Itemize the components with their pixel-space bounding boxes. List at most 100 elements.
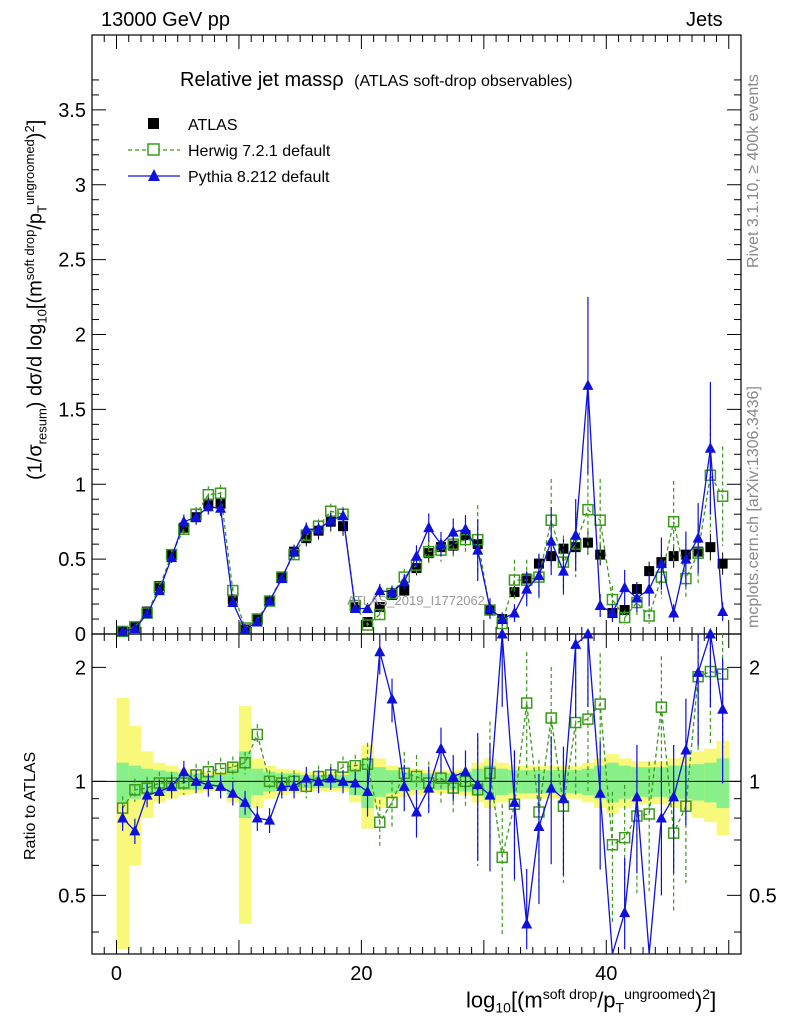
pythia-point-top xyxy=(288,545,300,557)
pythia-point-top xyxy=(411,550,422,561)
axis-ticks: 00.511.522.533.50.5 0.51 12 20 20 40 xyxy=(58,35,777,985)
header-right: Jets xyxy=(686,9,723,31)
herwig-point-ratio xyxy=(239,756,251,769)
band-inner-bin xyxy=(373,767,387,797)
pythia-point-ratio xyxy=(325,772,337,783)
herwig-point-ratio xyxy=(569,716,582,729)
pythia-point-top xyxy=(337,509,349,521)
pythia-point-top xyxy=(362,602,374,614)
atlas-point xyxy=(338,521,349,532)
x-tick-label: 20 xyxy=(350,963,372,985)
pythia-point-top xyxy=(153,584,165,596)
pythia-point-top xyxy=(300,523,312,534)
plot-title-sub: (ATLAS soft-drop observables) xyxy=(354,73,572,90)
pythia-point-top xyxy=(606,607,618,618)
herwig-point-ratio xyxy=(386,796,398,809)
herwig-point-ratio xyxy=(618,831,631,844)
pythia-point-top xyxy=(655,557,667,569)
band-inner-bin xyxy=(116,762,130,803)
atlas-series xyxy=(117,494,728,637)
y-tick-label-ratio: 0.5 xyxy=(58,885,86,907)
pythia-point-top xyxy=(386,586,398,597)
herwig-point-ratio xyxy=(496,851,508,864)
pythia-point-top xyxy=(166,551,178,563)
herwig-point-top xyxy=(202,488,215,501)
herwig-point-top xyxy=(582,503,594,516)
atlas-point xyxy=(509,587,520,598)
herwig-point-ratio xyxy=(545,712,557,724)
pythia-point-ratio xyxy=(251,812,263,823)
pythia-point-top xyxy=(313,523,325,534)
pythia-point-top xyxy=(251,616,263,627)
pythia-point-top xyxy=(459,523,471,534)
herwig-point-ratio xyxy=(263,775,276,788)
pythia-point-top xyxy=(643,583,655,594)
pythia-point-top xyxy=(717,605,729,617)
pythia-point-ratio xyxy=(190,775,202,786)
pythia-point-ratio xyxy=(166,780,178,791)
pythia-point-ratio xyxy=(472,778,484,790)
y-tick-label-ratio-right: 2 xyxy=(749,657,760,679)
y-tick-label-ratio-right: 1 xyxy=(749,771,760,793)
pythia-point-ratio xyxy=(300,772,312,783)
pythia-point-ratio xyxy=(202,778,214,790)
pythia-point-ratio xyxy=(276,780,288,791)
herwig-point-ratio xyxy=(129,784,141,796)
x-axis-label: log10[(msoft drop/pTungroomed)2] xyxy=(466,986,717,1016)
pythia-point-top xyxy=(423,521,435,533)
pythia-point-top xyxy=(496,613,508,624)
ratio-panel-frame xyxy=(91,633,742,955)
herwig-point-top xyxy=(606,593,619,606)
pythia-point-ratio xyxy=(557,792,569,804)
y-tick-label-top: 1.5 xyxy=(58,399,86,421)
legend xyxy=(128,118,180,181)
atlas-point xyxy=(705,542,716,553)
pythia-point-top xyxy=(692,532,704,543)
y-tick-label-ratio: 1 xyxy=(75,771,86,793)
rivet-label: Rivet 3.1.10, ≥ 400k events xyxy=(745,74,762,268)
pythia-point-ratio xyxy=(178,765,190,777)
pythia-point-top xyxy=(582,379,594,390)
band-inner-bin xyxy=(496,768,509,796)
pythia-point-top xyxy=(374,584,386,596)
herwig-point-top xyxy=(594,514,606,526)
legend-herwig-label: Herwig 7.2.1 default xyxy=(188,143,331,160)
herwig-point-ratio xyxy=(520,697,533,709)
pythia-point-top xyxy=(594,599,606,611)
pythia-point-top xyxy=(631,592,643,603)
pythia-point-ratio xyxy=(153,785,165,797)
atlas-point xyxy=(668,551,679,562)
herwig-point-ratio xyxy=(410,770,423,783)
band-inner-bin xyxy=(618,765,632,799)
pythia-point-ratio xyxy=(337,775,349,786)
herwig-point-ratio xyxy=(214,762,227,775)
pythia-point-ratio xyxy=(704,628,716,639)
pythia-point-ratio xyxy=(459,765,471,777)
pythia-point-top xyxy=(484,602,496,614)
y-tick-label-top: 1 xyxy=(75,474,86,496)
herwig-point-ratio xyxy=(349,759,362,772)
pythia-point-ratio xyxy=(141,789,153,800)
pythia-point-ratio xyxy=(117,812,129,823)
band-inner-bin xyxy=(692,764,705,801)
herwig-point-top xyxy=(374,608,386,621)
pythia-point-ratio xyxy=(680,744,692,755)
pythia-point-top xyxy=(472,544,484,555)
pythia-point-top xyxy=(264,595,276,606)
x-tick-label: 0 xyxy=(111,963,122,985)
pythia-point-top xyxy=(704,442,716,453)
pythia-point-ratio xyxy=(582,628,594,639)
atlas-point xyxy=(374,602,385,613)
pythia-point-top xyxy=(117,625,129,637)
pythia-point-top xyxy=(349,602,361,614)
pythia-point-top xyxy=(190,511,202,522)
pythia-point-ratio xyxy=(239,796,251,807)
pythia-point-top xyxy=(202,500,214,512)
pythia-point-ratio xyxy=(313,775,325,786)
herwig-point-top xyxy=(422,545,435,558)
herwig-point-ratio xyxy=(227,761,239,773)
legend-herwig-marker xyxy=(147,143,160,156)
header-left: 13000 GeV pp xyxy=(101,9,230,31)
pythia-point-ratio xyxy=(717,703,729,714)
